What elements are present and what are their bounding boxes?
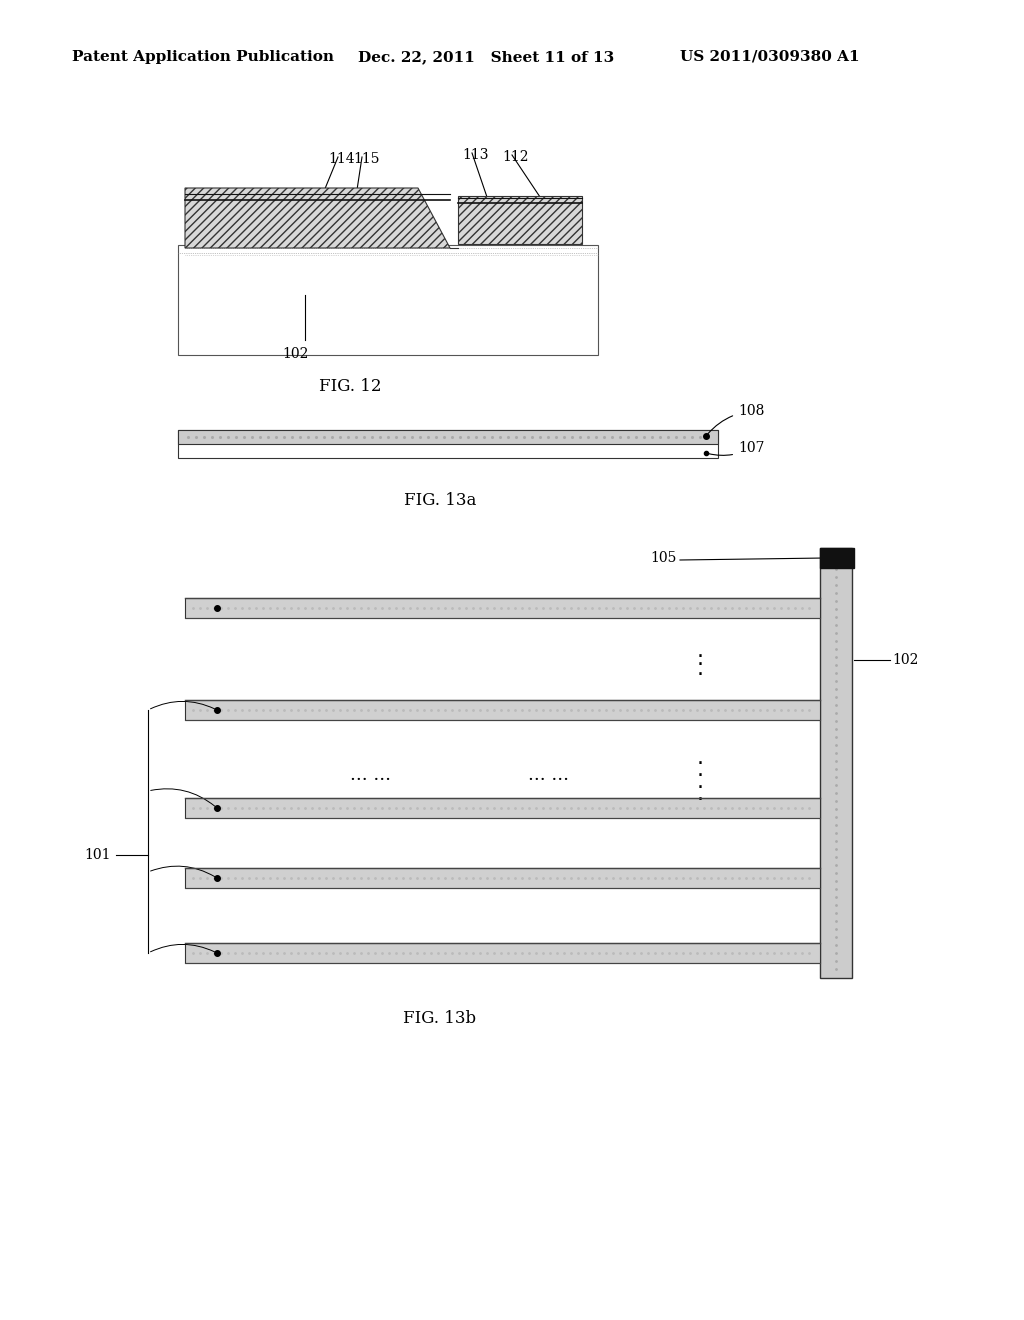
Text: 114: 114 (328, 152, 354, 166)
Text: .: . (696, 784, 703, 804)
Text: .: . (696, 772, 703, 792)
Polygon shape (185, 700, 820, 719)
Text: ... ...: ... ... (349, 766, 390, 784)
Polygon shape (185, 598, 820, 618)
Polygon shape (185, 187, 450, 248)
Text: FIG. 13b: FIG. 13b (403, 1010, 476, 1027)
Polygon shape (185, 799, 820, 818)
Polygon shape (178, 430, 718, 444)
Text: .: . (696, 659, 703, 678)
Text: 102: 102 (282, 347, 308, 360)
Text: .: . (696, 760, 703, 780)
Polygon shape (458, 195, 582, 244)
Text: 113: 113 (462, 148, 488, 162)
Polygon shape (820, 548, 854, 568)
Text: 102: 102 (892, 653, 919, 667)
Text: 105: 105 (650, 550, 677, 565)
Text: ... ...: ... ... (527, 766, 568, 784)
Polygon shape (178, 430, 718, 458)
Text: 112: 112 (502, 150, 528, 164)
Text: US 2011/0309380 A1: US 2011/0309380 A1 (680, 50, 859, 63)
Text: .: . (696, 642, 703, 661)
Polygon shape (185, 942, 820, 964)
Text: FIG. 13a: FIG. 13a (403, 492, 476, 510)
Text: 101: 101 (85, 847, 112, 862)
Text: 107: 107 (709, 441, 765, 455)
Polygon shape (820, 548, 852, 978)
Text: Patent Application Publication: Patent Application Publication (72, 50, 334, 63)
Text: FIG. 12: FIG. 12 (318, 378, 381, 395)
Text: 115: 115 (353, 152, 380, 166)
Polygon shape (185, 869, 820, 888)
Text: .: . (696, 649, 703, 669)
Text: .: . (696, 748, 703, 768)
Text: 108: 108 (708, 404, 764, 434)
Text: Dec. 22, 2011   Sheet 11 of 13: Dec. 22, 2011 Sheet 11 of 13 (358, 50, 614, 63)
